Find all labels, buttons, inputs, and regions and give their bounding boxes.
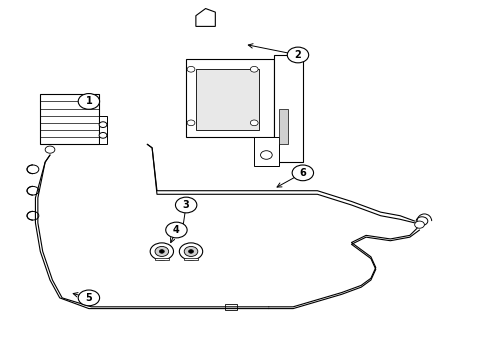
Circle shape [187,66,195,72]
Circle shape [45,146,55,153]
Bar [273,55,302,162]
Circle shape [179,243,202,260]
Circle shape [27,165,39,174]
Text: 2: 2 [294,50,301,60]
Text: 4: 4 [173,225,180,235]
Circle shape [260,151,272,159]
Text: 6: 6 [299,168,305,178]
Polygon shape [196,9,215,26]
Circle shape [27,211,39,220]
Circle shape [184,247,198,256]
Bar [196,69,259,130]
Text: 1: 1 [85,96,92,107]
Circle shape [291,165,313,181]
Bar [99,116,107,144]
Circle shape [175,197,197,213]
Circle shape [78,94,100,109]
Circle shape [99,132,107,138]
Circle shape [27,186,39,195]
Circle shape [159,249,164,253]
Circle shape [155,247,168,256]
Bar [224,304,237,310]
Circle shape [99,122,107,127]
Bar [40,94,99,144]
Circle shape [187,120,195,126]
Circle shape [150,243,173,260]
Bar [155,258,168,260]
Circle shape [78,290,100,306]
Circle shape [188,249,193,253]
Circle shape [414,221,424,228]
Bar [186,59,273,137]
Bar [184,258,198,260]
Bar [254,137,278,166]
Circle shape [165,222,187,238]
Text: 3: 3 [183,200,189,210]
Circle shape [250,66,258,72]
Circle shape [250,120,258,126]
Circle shape [287,47,308,63]
Text: 5: 5 [85,293,92,303]
Circle shape [415,217,427,225]
Bar [278,109,287,144]
